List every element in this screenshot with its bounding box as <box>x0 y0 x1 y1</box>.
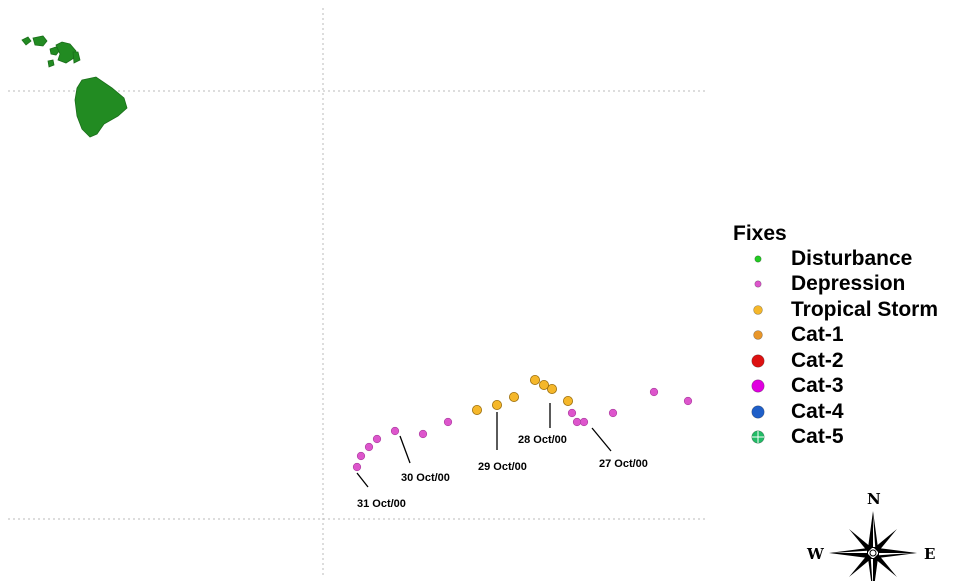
fixes-legend: Fixes Disturbance Depression Tropical Stor… <box>733 222 938 450</box>
legend-label: Disturbance <box>791 246 913 270</box>
legend-dot <box>753 330 763 340</box>
fix-tropical-storm <box>491 399 502 410</box>
label-leader-lines <box>356 403 612 488</box>
island-maui <box>72 51 81 64</box>
legend-label: Tropical Storm <box>791 297 939 321</box>
fix-depression <box>364 442 374 452</box>
legend-item: Depression <box>733 272 938 298</box>
legend-item: Disturbance <box>733 246 938 272</box>
fix-depression <box>443 417 453 427</box>
legend-label: Cat-5 <box>791 425 844 449</box>
legend-item: Cat-2 <box>733 348 938 374</box>
legend-item: Cat-4 <box>733 399 938 425</box>
fix-tropical-storm <box>539 379 550 390</box>
legend-item: Cat-3 <box>733 374 938 400</box>
date-label-31oct: 31 Oct/00 <box>357 498 406 510</box>
leader-line-31oct <box>356 472 369 488</box>
legend-dot <box>751 354 765 368</box>
legend-item: Cat-1 <box>733 323 938 349</box>
fix-depression <box>352 462 362 472</box>
legend-label: Cat-4 <box>791 399 844 423</box>
legend-item: Tropical Storm <box>733 297 938 323</box>
legend-label: Cat-3 <box>791 374 844 398</box>
storm-fixes <box>352 374 693 472</box>
compass-west-label: W <box>806 545 825 563</box>
date-label-28oct: 28 Oct/00 <box>518 434 567 446</box>
legend-swatch <box>733 352 783 370</box>
fix-depression <box>649 387 659 397</box>
legend-dot <box>751 379 765 393</box>
date-label-30oct: 30 Oct/00 <box>401 472 450 484</box>
fix-depression <box>356 451 366 461</box>
legend-dot <box>753 305 763 315</box>
fix-tropical-storm <box>530 374 541 385</box>
island-niihau <box>21 36 32 46</box>
fix-depression <box>579 417 589 427</box>
fix-tropical-storm <box>563 395 574 406</box>
legend-swatch <box>733 428 783 446</box>
date-labels: 28 Oct/00 29 Oct/00 27 Oct/00 30 Oct/00 … <box>357 434 648 510</box>
legend-label: Depression <box>791 272 906 296</box>
compass-center <box>869 549 877 557</box>
compass-east-label: E <box>924 545 935 563</box>
compass-north-label: N <box>867 490 881 508</box>
fix-depression <box>418 429 428 439</box>
fix-depression <box>572 417 582 427</box>
legend-swatch <box>733 301 783 319</box>
fix-tropical-storm <box>508 391 519 402</box>
fix-depression <box>372 434 382 444</box>
date-label-29oct: 29 Oct/00 <box>478 461 527 473</box>
compass-star-highlights <box>833 515 913 581</box>
legend-dot <box>754 280 762 288</box>
legend-swatch <box>733 250 783 268</box>
leader-line-27oct <box>591 427 612 452</box>
island-lanai <box>47 59 55 68</box>
legend-swatch <box>733 403 783 421</box>
fix-depression <box>390 426 400 436</box>
compass-rose: N W E <box>806 490 935 581</box>
legend-swatch <box>733 377 783 395</box>
fix-depression <box>683 396 693 406</box>
island-kauai <box>32 35 48 47</box>
legend-label: Cat-1 <box>791 323 844 347</box>
fix-depression <box>608 408 618 418</box>
legend-dot <box>751 405 765 419</box>
leader-line-30oct <box>399 435 411 464</box>
legend-title: Fixes <box>733 222 787 245</box>
fix-depression <box>567 408 577 418</box>
legend-dot <box>751 430 765 444</box>
legend-dot <box>754 255 762 263</box>
fix-tropical-storm <box>471 404 482 415</box>
legend-item: Cat-5 <box>733 425 938 451</box>
legend-swatch <box>733 326 783 344</box>
legend-label: Cat-2 <box>791 348 844 372</box>
fix-tropical-storm <box>547 383 558 394</box>
legend-items: Disturbance Depression Tropical Storm Cat-1… <box>733 246 938 450</box>
date-label-27oct: 27 Oct/00 <box>599 458 648 470</box>
legend-swatch <box>733 275 783 293</box>
grid-lines <box>8 8 708 575</box>
island-big-island <box>74 76 128 138</box>
hawaiian-islands <box>21 35 128 138</box>
